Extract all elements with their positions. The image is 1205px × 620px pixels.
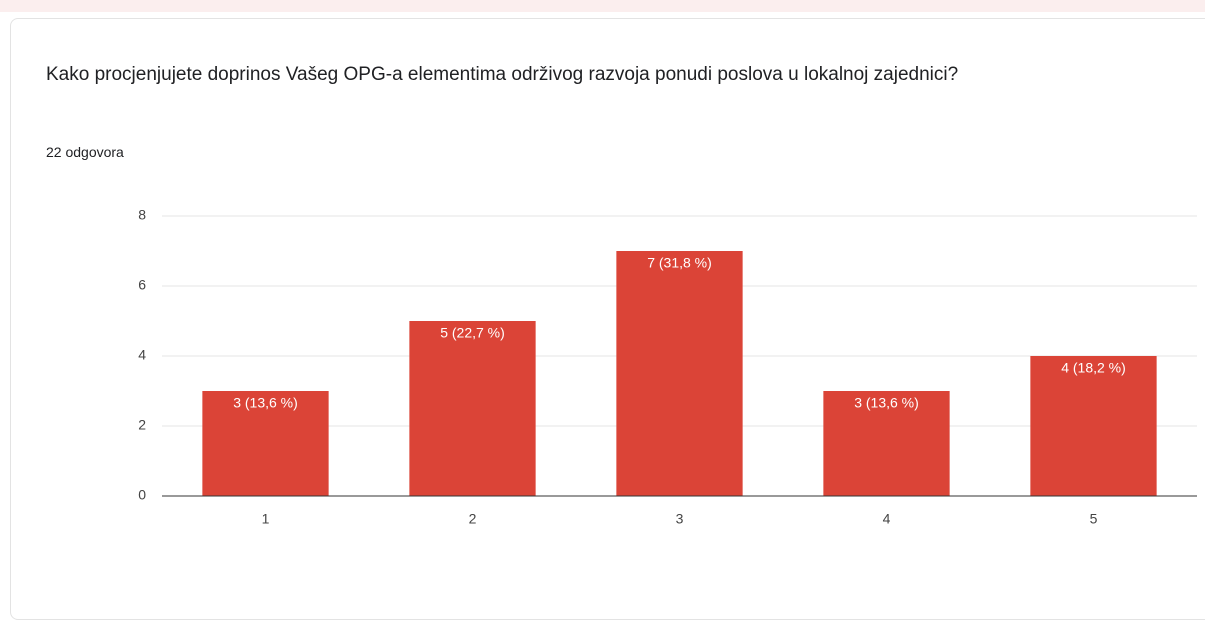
data-label: 5 (22,7 %) (440, 325, 505, 341)
bar (1030, 356, 1157, 496)
x-tick-label: 2 (469, 511, 477, 527)
data-label: 3 (13,6 %) (233, 395, 298, 411)
data-label: 7 (31,8 %) (647, 255, 712, 271)
y-tick-label: 4 (138, 347, 146, 363)
x-tick-label: 3 (676, 511, 684, 527)
bar (823, 391, 950, 496)
bar (616, 251, 743, 496)
y-tick-label: 6 (138, 277, 146, 293)
question-title: Kako procjenjujete doprinos Vašeg OPG-a … (46, 64, 959, 85)
data-label: 4 (18,2 %) (1061, 360, 1126, 376)
y-tick-label: 2 (138, 417, 146, 433)
bar (202, 391, 329, 496)
data-label: 3 (13,6 %) (854, 395, 919, 411)
top-band (0, 0, 1205, 12)
bar (409, 321, 536, 496)
y-tick-label: 8 (138, 207, 146, 223)
y-tick-label: 0 (138, 487, 146, 503)
x-tick-label: 4 (883, 511, 891, 527)
x-tick-label: 5 (1090, 511, 1098, 527)
response-count: 22 odgovora (46, 144, 124, 160)
x-tick-label: 1 (262, 511, 270, 527)
